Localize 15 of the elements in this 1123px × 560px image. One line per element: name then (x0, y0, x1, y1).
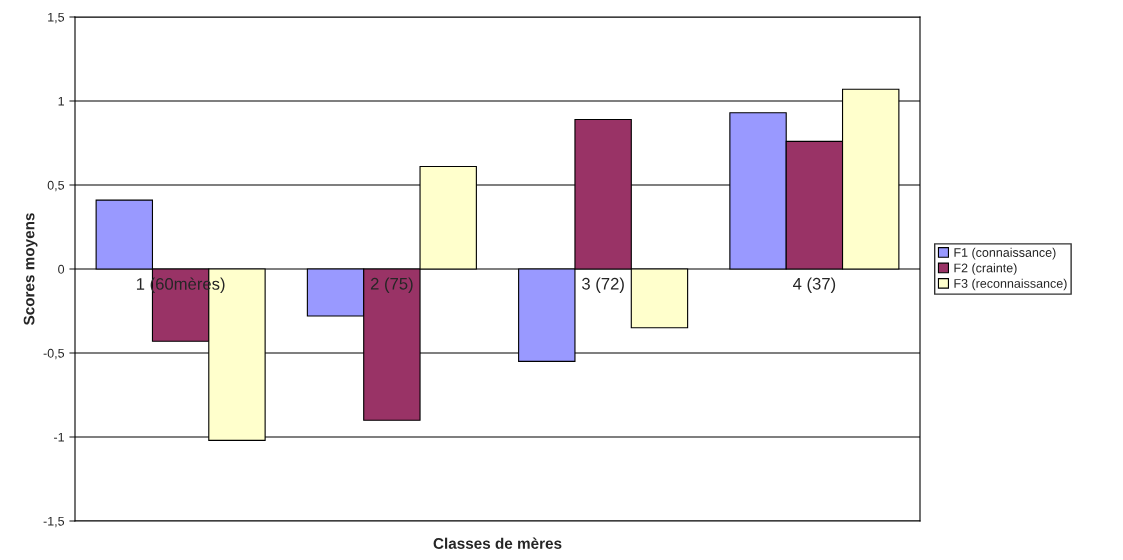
y-tick-label: 1 (58, 96, 64, 106)
x-axis-title: Classes de mères (433, 537, 562, 549)
y-tick-label: 1,5 (48, 12, 65, 24)
y-axis-title: Scores moyens (23, 213, 38, 326)
legend-label: F2 (crainte) (954, 263, 1017, 275)
legend-label: F1 (connaissance) (954, 247, 1056, 260)
y-tick-label: -1,5 (43, 516, 65, 528)
y-tick-label: 0 (58, 264, 65, 274)
y-tick-label: 0,5 (47, 180, 65, 192)
x-tick-label: 4 (37) (792, 277, 836, 293)
legend-label: F3 (reconnaissance) (954, 278, 1067, 291)
y-tick-label: -1 (54, 432, 64, 442)
x-tick-label: 2 (75) (370, 277, 413, 293)
x-tick-label: 3 (72) (581, 277, 624, 293)
y-tick-label: -0,5 (43, 348, 65, 360)
